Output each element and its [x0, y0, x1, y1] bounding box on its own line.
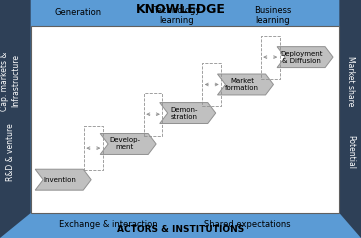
- Text: Market
formation: Market formation: [225, 78, 259, 91]
- Polygon shape: [277, 47, 333, 68]
- Text: Generation: Generation: [54, 8, 101, 17]
- Text: KNOWLEDGE: KNOWLEDGE: [136, 3, 225, 16]
- Polygon shape: [0, 0, 31, 238]
- Polygon shape: [100, 134, 156, 154]
- Text: Develop-
ment: Develop- ment: [109, 138, 140, 150]
- FancyBboxPatch shape: [31, 26, 339, 213]
- Text: R&D & venture: R&D & venture: [6, 124, 14, 181]
- Text: Exchange & interaction: Exchange & interaction: [59, 220, 158, 229]
- Text: Business
learning: Business learning: [254, 6, 291, 25]
- Text: Cap. markets &
Infrastructure: Cap. markets & Infrastructure: [0, 51, 20, 111]
- Polygon shape: [35, 169, 91, 190]
- Polygon shape: [217, 74, 274, 95]
- Text: Deployment
& Diffusion: Deployment & Diffusion: [280, 51, 323, 64]
- Polygon shape: [339, 0, 361, 238]
- Text: Technology
learning: Technology learning: [153, 6, 200, 25]
- Text: ACTORS & INSTITUTIONS: ACTORS & INSTITUTIONS: [117, 225, 244, 234]
- Text: Market share: Market share: [347, 56, 355, 106]
- Text: Shared expectations: Shared expectations: [204, 220, 291, 229]
- Text: Potential: Potential: [347, 135, 355, 169]
- Polygon shape: [160, 103, 216, 124]
- Text: Invention: Invention: [43, 177, 76, 183]
- Text: Demon-
stration: Demon- stration: [171, 107, 198, 119]
